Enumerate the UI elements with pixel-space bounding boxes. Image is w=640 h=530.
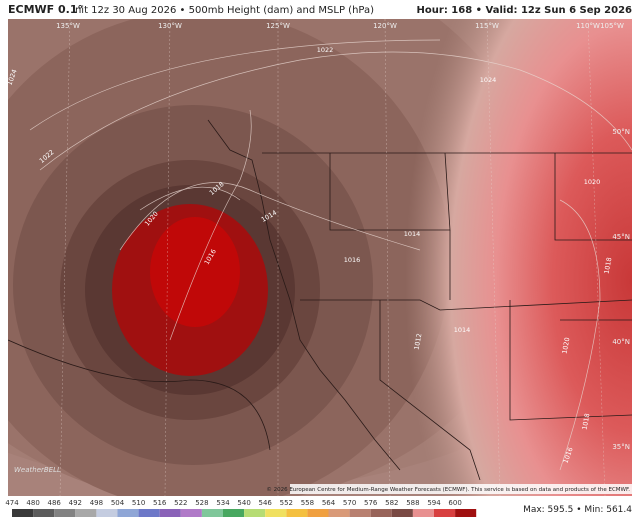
colorbar-swatch: [96, 509, 118, 517]
longitude-label: 130°W: [158, 22, 182, 30]
colorbar-swatch: [412, 509, 434, 517]
colorbar-swatch: [370, 509, 392, 517]
colorbar-label: 522: [174, 499, 187, 507]
colorbar-label: 552: [280, 499, 293, 507]
colorbar-swatch: [434, 509, 456, 517]
colorbar-label: 534: [216, 499, 230, 507]
colorbar-swatch: [117, 509, 139, 517]
colorbar-label: 582: [385, 499, 398, 507]
colorbar-label: 480: [26, 499, 39, 507]
colorbar-swatch: [54, 509, 76, 517]
latitude-label: 35°N: [612, 443, 630, 451]
longitude-label: 110°W: [576, 22, 600, 30]
colorbar-label: 510: [132, 499, 145, 507]
colorbar-label: 570: [343, 499, 356, 507]
colorbar-swatch: [159, 509, 181, 517]
latitude-label: 50°N: [612, 128, 630, 136]
colorbar-label: 516: [153, 499, 167, 507]
watermark: WeatherBELL: [14, 466, 61, 474]
longitude-label: 120°W: [373, 22, 397, 30]
contour-label: 1014: [404, 230, 421, 238]
colorbar-label: 600: [448, 499, 461, 507]
latitude-label: 45°N: [612, 233, 630, 241]
description: Init 12z 30 Aug 2026 • 500mb Height (dam…: [72, 5, 374, 16]
colorbar-label: 576: [364, 499, 378, 507]
colorbar-label: 540: [237, 499, 250, 507]
colorbar-label: 546: [259, 499, 273, 507]
colorbar-label: 492: [69, 499, 82, 507]
colorbar-label: 594: [427, 499, 441, 507]
contour-label: 1024: [480, 76, 497, 84]
model-name: ECMWF 0.1°: [8, 3, 83, 16]
colorbar-swatch: [349, 509, 371, 517]
colorbar-swatch: [328, 509, 350, 517]
borders: [8, 119, 632, 481]
colorbar-label: 588: [406, 499, 419, 507]
colorbar-label: 486: [48, 499, 62, 507]
colorbar-swatch: [391, 509, 413, 517]
colorbar-swatch: [265, 509, 287, 517]
colorbar-label: 528: [195, 499, 208, 507]
colorbar-swatch: [138, 509, 160, 517]
contour-label: 1018: [581, 413, 592, 431]
contour-label: 1016: [344, 256, 361, 264]
longitude-label: 105°W: [600, 22, 624, 30]
contour-label: 1014: [454, 326, 471, 334]
colorbar-swatch: [75, 509, 97, 517]
stats: Max: 595.5 • Min: 561.4: [523, 505, 632, 515]
longitude-label: 135°W: [56, 22, 80, 30]
colorbar-swatch: [286, 509, 308, 517]
copyright: © 2026 European Centre for Medium-Range …: [266, 486, 630, 493]
contour-label: 1020: [561, 337, 572, 355]
longitude-label: 115°W: [475, 22, 499, 30]
colorbar-swatch: [244, 509, 266, 517]
colorbar-label: 558: [301, 499, 314, 507]
copyright-bg: [290, 484, 632, 494]
longitude-label: 125°W: [266, 22, 290, 30]
contour-label: 1022: [317, 46, 334, 54]
colorbar-swatch: [223, 509, 245, 517]
contour-label: 1012: [413, 333, 424, 351]
colorbar-swatch: [12, 509, 34, 517]
isobars: [29, 39, 632, 471]
colorbar-label: 474: [5, 499, 19, 507]
graticule: [59, 19, 606, 496]
colorbar-label: 504: [111, 499, 125, 507]
colorbar: 474 480 486 492 498 504 510 516 522 528 534 540 546 5…: [5, 499, 477, 517]
colorbar-swatch: [455, 509, 477, 517]
contour-label: 1020: [584, 178, 601, 186]
colorbar-swatch: [307, 509, 329, 517]
colorbar-swatch: [201, 509, 223, 517]
colorbar-swatch: [180, 509, 202, 517]
colorbar-label: 564: [322, 499, 336, 507]
contour-label: 1024: [6, 68, 19, 86]
contour-label: 1018: [603, 257, 614, 275]
valid-time: Hour: 168 • Valid: 12z Sun 6 Sep 2026: [417, 5, 633, 16]
colorbar-label: 498: [90, 499, 103, 507]
height-band: [380, 19, 632, 496]
colorbar-swatch: [33, 509, 55, 517]
height-band: [150, 217, 240, 327]
latitude-label: 40°N: [612, 338, 630, 346]
